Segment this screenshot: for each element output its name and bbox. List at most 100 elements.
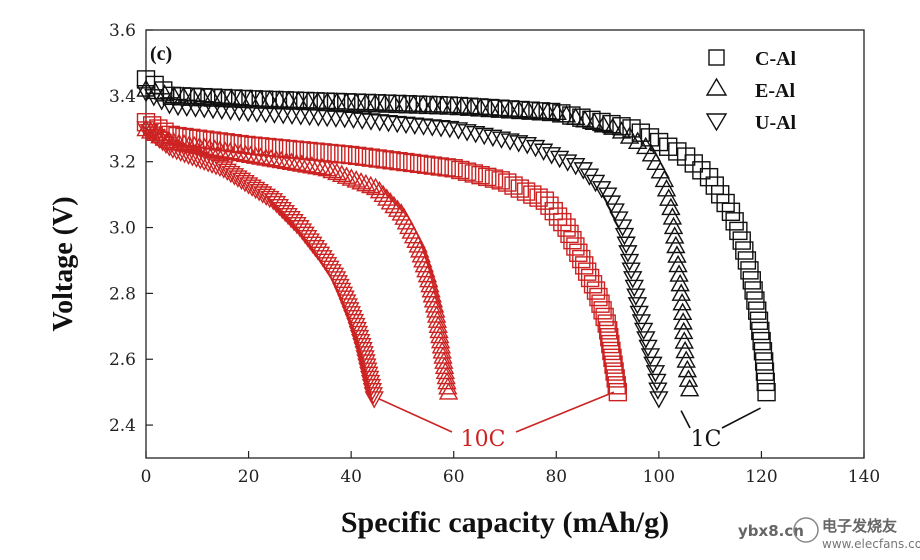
data-point bbox=[368, 149, 387, 168]
data-point bbox=[523, 185, 542, 204]
data-point bbox=[291, 108, 311, 126]
data-point bbox=[457, 124, 477, 142]
plot-frame bbox=[145, 29, 865, 459]
data-point bbox=[755, 362, 775, 381]
data-point bbox=[375, 150, 394, 169]
data-point bbox=[509, 135, 529, 153]
data-point bbox=[575, 256, 594, 275]
x-tick-label: 40 bbox=[340, 467, 362, 487]
data-point bbox=[556, 105, 577, 123]
series-layer bbox=[136, 70, 776, 409]
data-point bbox=[575, 110, 595, 128]
data-point bbox=[136, 118, 156, 137]
data-point bbox=[428, 315, 448, 334]
watermark-brand: 电子发烧友 bbox=[822, 517, 897, 535]
data-point bbox=[341, 168, 362, 186]
data-point bbox=[491, 131, 512, 149]
data-point bbox=[664, 226, 685, 244]
data-point bbox=[735, 241, 754, 260]
data-point bbox=[470, 98, 489, 117]
data-point bbox=[649, 391, 669, 409]
series-u-al-10c bbox=[136, 121, 384, 409]
data-point bbox=[357, 93, 376, 113]
data-point bbox=[292, 154, 312, 172]
data-point bbox=[584, 112, 604, 130]
data-point bbox=[670, 273, 690, 292]
data-point bbox=[343, 111, 364, 130]
data-point bbox=[501, 100, 520, 119]
data-point bbox=[518, 100, 539, 119]
data-point bbox=[272, 201, 292, 220]
data-point bbox=[378, 114, 399, 133]
y-tick-label: 3.4 bbox=[109, 87, 136, 107]
data-point bbox=[725, 212, 744, 231]
data-point bbox=[490, 98, 510, 117]
data-point bbox=[586, 281, 606, 300]
data-point bbox=[600, 328, 619, 347]
data-point bbox=[269, 198, 290, 217]
data-point bbox=[757, 382, 776, 402]
data-point bbox=[480, 98, 500, 116]
data-point bbox=[636, 136, 656, 155]
data-point bbox=[756, 372, 775, 392]
data-point bbox=[614, 227, 635, 246]
data-point bbox=[676, 147, 696, 166]
data-point bbox=[451, 160, 470, 180]
x-tick-label: 80 bbox=[545, 467, 567, 487]
data-point bbox=[308, 109, 329, 127]
data-point bbox=[365, 177, 386, 196]
data-point bbox=[266, 149, 286, 168]
data-point bbox=[224, 89, 243, 108]
data-point bbox=[603, 348, 622, 368]
data-point bbox=[282, 107, 302, 126]
data-point bbox=[361, 148, 381, 167]
data-point bbox=[302, 156, 322, 174]
legend-marker-triangle-down bbox=[705, 113, 728, 132]
data-point bbox=[679, 378, 700, 397]
data-point bbox=[474, 127, 494, 146]
data-point bbox=[674, 321, 694, 340]
data-point bbox=[202, 87, 222, 106]
legend: C-Al E-Al U-Al bbox=[705, 48, 797, 134]
data-point bbox=[592, 112, 611, 132]
data-point bbox=[378, 94, 397, 113]
data-point bbox=[284, 214, 304, 232]
data-point bbox=[235, 144, 256, 163]
data-point bbox=[434, 356, 455, 375]
data-point bbox=[557, 154, 578, 172]
data-point bbox=[647, 373, 667, 392]
data-point bbox=[593, 301, 612, 320]
data-point bbox=[256, 148, 276, 166]
data-point bbox=[287, 217, 307, 235]
data-point bbox=[577, 262, 597, 281]
data-point bbox=[437, 371, 457, 390]
data-point bbox=[246, 146, 266, 164]
data-point bbox=[326, 110, 346, 128]
data-point bbox=[589, 287, 608, 307]
data-point bbox=[616, 236, 636, 254]
watermark: ybx8.cn 电子发烧友 www.elecfans.com bbox=[738, 517, 920, 551]
data-point bbox=[582, 110, 601, 130]
data-point bbox=[276, 151, 297, 170]
data-point bbox=[521, 101, 540, 120]
series-c-al-1c bbox=[136, 70, 776, 402]
data-point bbox=[566, 107, 586, 126]
data-point bbox=[499, 99, 520, 117]
data-point bbox=[298, 91, 318, 109]
data-point bbox=[238, 177, 259, 195]
data-point bbox=[431, 120, 451, 138]
data-point bbox=[346, 92, 366, 111]
y-tick-label: 2.8 bbox=[109, 284, 136, 304]
data-point bbox=[667, 245, 687, 263]
data-point bbox=[432, 341, 452, 359]
data-point bbox=[281, 152, 302, 170]
data-point bbox=[668, 254, 688, 273]
data-point bbox=[591, 294, 610, 313]
data-point bbox=[327, 162, 347, 181]
data-point bbox=[638, 339, 658, 358]
data-point bbox=[675, 340, 695, 359]
legend-marker-square bbox=[708, 49, 725, 66]
data-point bbox=[173, 86, 194, 104]
data-point bbox=[636, 331, 656, 349]
